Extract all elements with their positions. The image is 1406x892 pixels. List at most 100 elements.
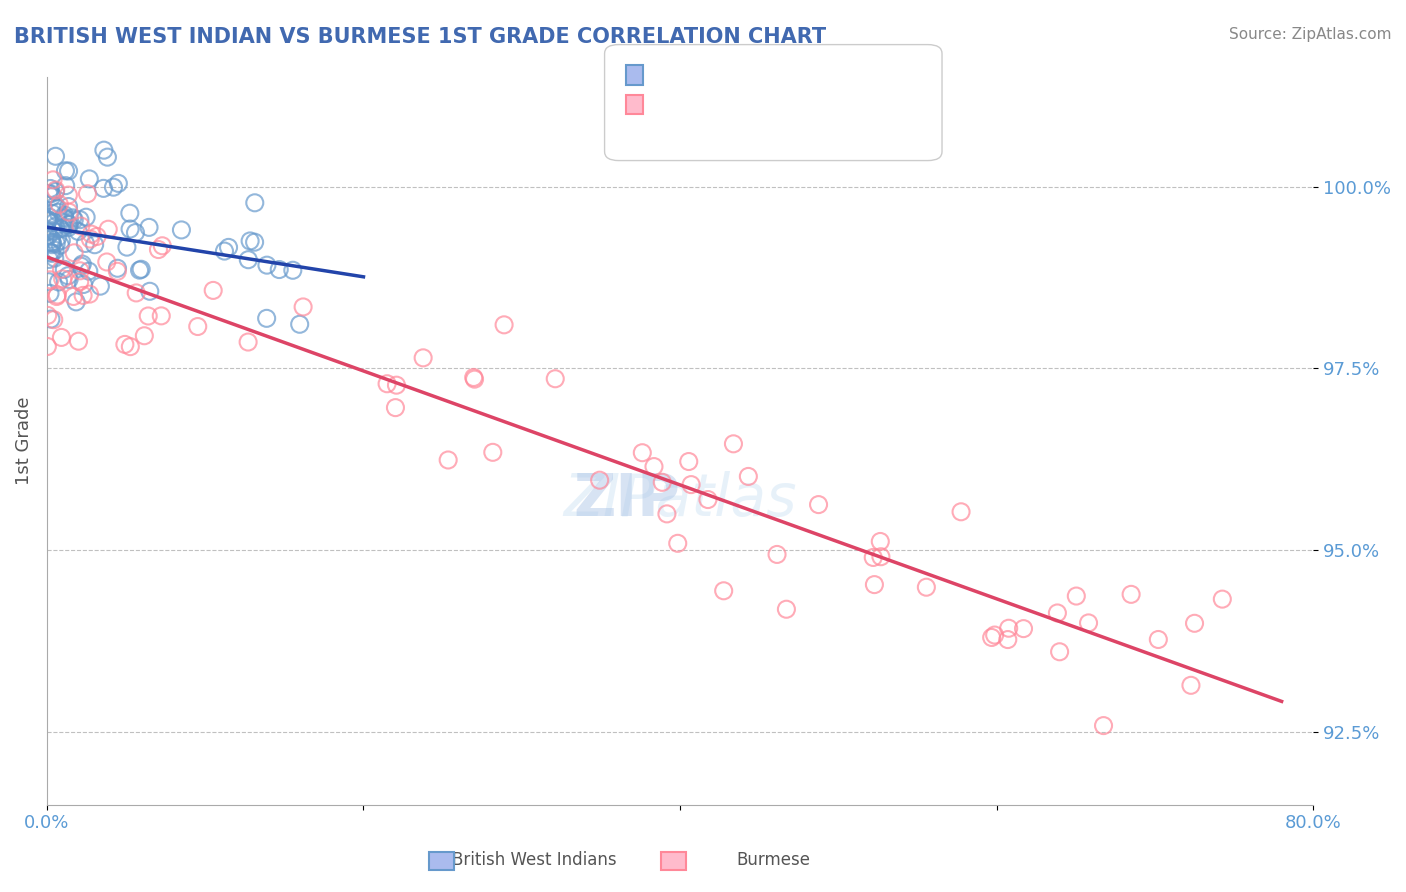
Point	[53, 262, 76, 277]
Point	[79, 232, 101, 246]
Point	[115, 240, 138, 254]
Point	[93, 181, 115, 195]
Point	[41, 246, 63, 260]
Point	[69, 264, 91, 278]
Point	[870, 549, 893, 564]
Point	[1184, 616, 1206, 631]
Point	[643, 459, 665, 474]
Point	[44, 244, 66, 258]
Point	[150, 239, 173, 253]
Point	[75, 211, 97, 225]
Point	[62, 289, 84, 303]
Point	[128, 263, 150, 277]
Point	[58, 164, 80, 178]
Point	[238, 252, 260, 267]
Point	[1092, 718, 1115, 732]
Point	[42, 173, 65, 187]
Y-axis label: 1st Grade: 1st Grade	[15, 397, 32, 485]
Point	[51, 262, 73, 277]
Point	[631, 446, 654, 460]
Point	[723, 437, 745, 451]
Point	[950, 505, 973, 519]
Point	[1119, 587, 1142, 601]
Point	[58, 205, 80, 219]
Point	[697, 492, 720, 507]
Point	[589, 473, 612, 487]
Point	[38, 210, 60, 224]
Point	[1077, 615, 1099, 630]
Point	[1049, 645, 1071, 659]
Text: ZIPatlas: ZIPatlas	[564, 471, 797, 528]
Point	[44, 149, 66, 163]
Point	[269, 262, 291, 277]
Point	[58, 218, 80, 232]
Point	[55, 178, 77, 193]
Point	[129, 262, 152, 277]
Point	[437, 453, 460, 467]
Point	[42, 225, 65, 239]
Point	[41, 232, 63, 246]
Point	[79, 172, 101, 186]
Point	[1046, 606, 1069, 620]
Point	[983, 628, 1005, 642]
Point	[292, 300, 315, 314]
Point	[239, 234, 262, 248]
Point	[148, 243, 170, 257]
Point	[41, 206, 63, 220]
Point	[1066, 589, 1088, 603]
Text: Burmese: Burmese	[737, 851, 810, 869]
Point	[120, 222, 142, 236]
Point	[775, 602, 797, 616]
Point	[75, 236, 97, 251]
Point	[80, 227, 103, 241]
Point	[39, 186, 62, 201]
Point	[45, 289, 67, 303]
Point	[38, 186, 60, 201]
Point	[39, 273, 62, 287]
Point	[69, 219, 91, 233]
Point	[67, 334, 90, 349]
Point	[37, 212, 59, 227]
Point	[42, 312, 65, 326]
Point	[46, 230, 69, 244]
Point	[45, 219, 67, 234]
Point	[58, 200, 80, 214]
Point	[202, 284, 225, 298]
Text: BRITISH WEST INDIAN VS BURMESE 1ST GRADE CORRELATION CHART: BRITISH WEST INDIAN VS BURMESE 1ST GRADE…	[14, 27, 827, 46]
Point	[72, 277, 94, 292]
Point	[766, 548, 789, 562]
Point	[1012, 622, 1035, 636]
Point	[97, 222, 120, 236]
Point	[103, 180, 125, 194]
Point	[96, 255, 118, 269]
Point	[139, 285, 162, 299]
Point	[107, 261, 129, 276]
Point	[39, 312, 62, 326]
Point	[46, 201, 69, 215]
Point	[37, 225, 59, 239]
Point	[281, 263, 304, 277]
Point	[187, 319, 209, 334]
Point	[58, 272, 80, 286]
Point	[46, 288, 69, 302]
Point	[37, 224, 59, 238]
Point	[150, 309, 173, 323]
Point	[55, 163, 77, 178]
Point	[218, 240, 240, 254]
Point	[138, 220, 160, 235]
Point	[651, 475, 673, 490]
Point	[678, 454, 700, 468]
Point	[1180, 678, 1202, 692]
Point	[58, 220, 80, 235]
Point	[45, 183, 67, 197]
Point	[236, 334, 259, 349]
Point	[52, 272, 75, 286]
Point	[863, 577, 886, 591]
Point	[48, 275, 70, 289]
Point	[96, 150, 118, 164]
Point	[713, 583, 735, 598]
Point	[67, 224, 90, 238]
Point	[72, 257, 94, 271]
Point	[44, 251, 66, 265]
Point	[49, 238, 72, 252]
